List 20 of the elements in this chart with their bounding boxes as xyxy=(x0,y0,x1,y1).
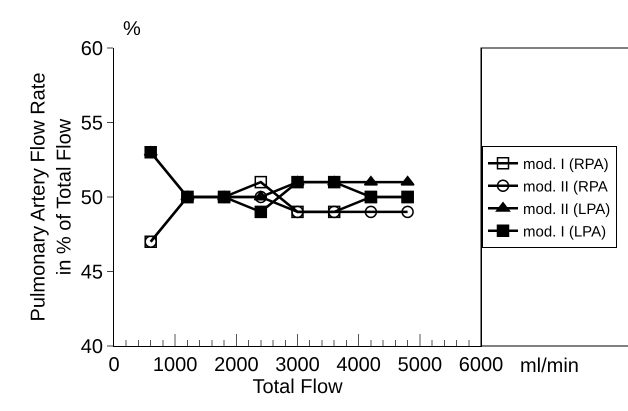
x-tick-label: 3000 xyxy=(275,354,320,376)
legend-label: mod. II (LPA) xyxy=(523,201,610,218)
y-tick-label: 55 xyxy=(80,112,103,134)
text: ml/min xyxy=(520,355,579,377)
x-tick-label: 4000 xyxy=(336,354,381,376)
legend-label: mod. I (LPA) xyxy=(523,224,606,241)
x-axis-title: Total Flow xyxy=(252,376,344,398)
x-tick-label: 2000 xyxy=(214,354,259,376)
y-tick-label: 40 xyxy=(80,336,103,358)
x-tick-label: 0 xyxy=(108,354,120,376)
x-tick-label: 6000 xyxy=(458,354,504,376)
y-tick-label: 50 xyxy=(80,187,103,209)
text: % xyxy=(123,18,141,40)
y-tick-label: 45 xyxy=(80,262,103,284)
y-tick-label: 60 xyxy=(80,38,103,60)
legend-label: mod. II (RPA xyxy=(523,178,608,196)
x-tick-label: 5000 xyxy=(398,354,442,376)
y-axis-title: Pulmonary Artery Flow Rate in % of Total Flow xyxy=(27,72,76,322)
legend-label: mod. I (RPA) xyxy=(523,156,609,174)
x-tick-label: 1000 xyxy=(152,354,198,376)
